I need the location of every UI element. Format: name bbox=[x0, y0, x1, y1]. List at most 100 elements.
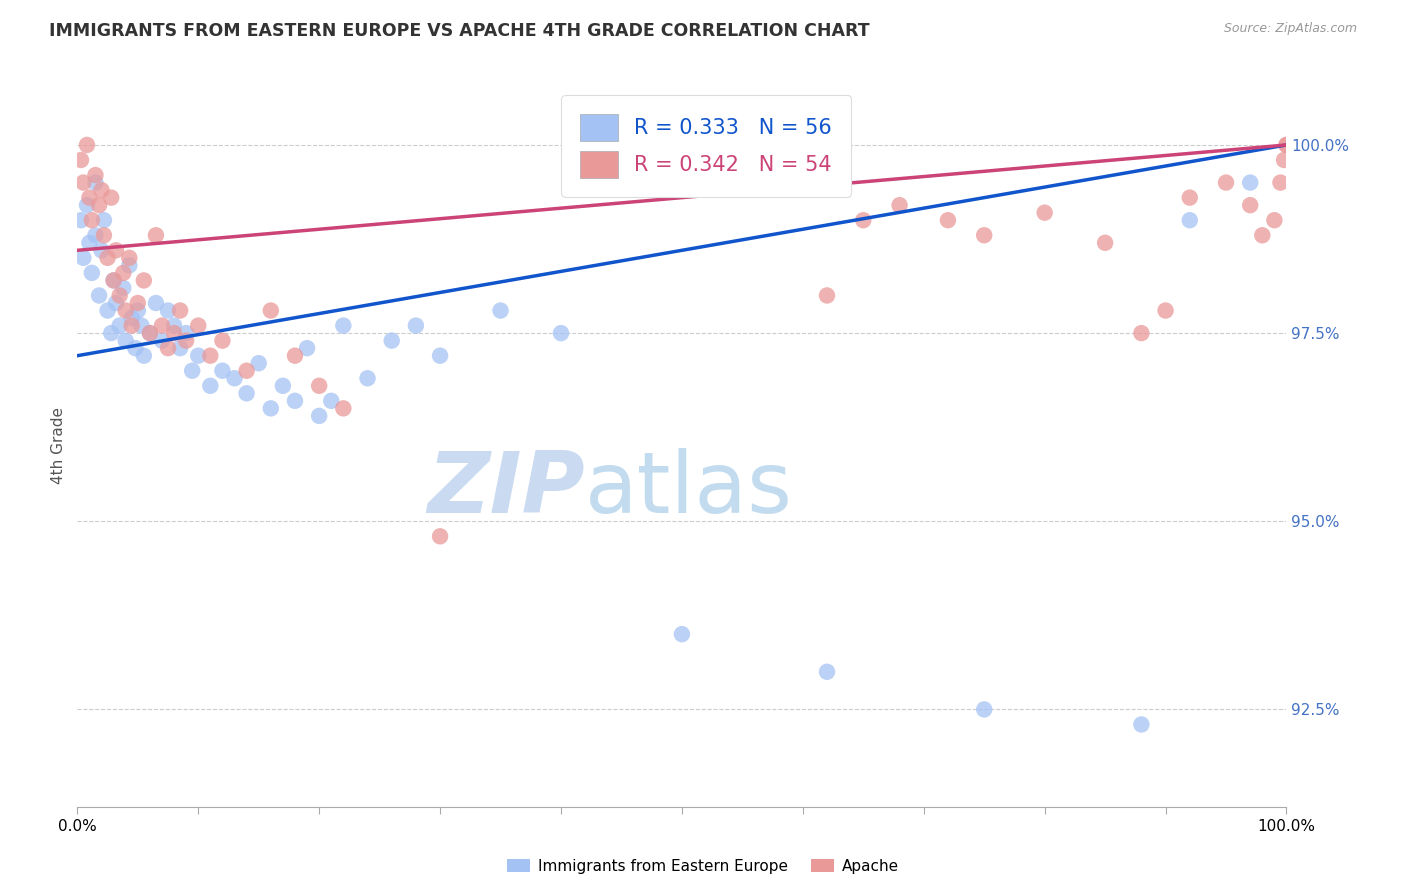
Point bbox=[145, 296, 167, 310]
Point bbox=[121, 318, 143, 333]
Point bbox=[1270, 176, 1292, 190]
Point bbox=[100, 326, 122, 340]
Point bbox=[260, 303, 283, 318]
Point bbox=[1239, 176, 1261, 190]
Point bbox=[405, 318, 427, 333]
Point bbox=[332, 318, 354, 333]
Point bbox=[90, 244, 112, 258]
Point bbox=[124, 341, 146, 355]
Point bbox=[1094, 235, 1116, 250]
Point bbox=[815, 665, 838, 679]
Point bbox=[76, 198, 98, 212]
Point bbox=[163, 326, 186, 340]
Point bbox=[815, 288, 838, 302]
Point bbox=[973, 702, 995, 716]
Point bbox=[139, 326, 162, 340]
Point bbox=[308, 409, 330, 423]
Point bbox=[114, 334, 136, 348]
Point bbox=[84, 228, 107, 243]
Point bbox=[80, 266, 103, 280]
Point bbox=[889, 198, 911, 212]
Point bbox=[127, 296, 149, 310]
Point bbox=[76, 137, 98, 152]
Point bbox=[1178, 191, 1201, 205]
Point bbox=[145, 228, 167, 243]
Point bbox=[271, 378, 294, 392]
Point bbox=[211, 334, 233, 348]
Legend: R = 0.333   N = 56, R = 0.342   N = 54: R = 0.333 N = 56, R = 0.342 N = 54 bbox=[561, 95, 851, 196]
Point bbox=[1178, 213, 1201, 227]
Point bbox=[671, 627, 693, 641]
Text: Source: ZipAtlas.com: Source: ZipAtlas.com bbox=[1223, 22, 1357, 36]
Point bbox=[118, 258, 141, 272]
Point bbox=[224, 371, 246, 385]
Point bbox=[112, 281, 135, 295]
Point bbox=[121, 311, 143, 326]
Point bbox=[84, 168, 107, 182]
Point bbox=[1130, 326, 1153, 340]
Point bbox=[1215, 176, 1237, 190]
Point bbox=[211, 364, 233, 378]
Point bbox=[70, 213, 93, 227]
Point bbox=[321, 393, 343, 408]
Point bbox=[1263, 213, 1285, 227]
Point bbox=[187, 318, 209, 333]
Point bbox=[108, 288, 131, 302]
Point bbox=[187, 349, 209, 363]
Point bbox=[80, 213, 103, 227]
Point bbox=[72, 176, 94, 190]
Point bbox=[200, 349, 222, 363]
Point bbox=[70, 153, 93, 167]
Point bbox=[150, 318, 173, 333]
Point bbox=[308, 378, 330, 392]
Point bbox=[169, 341, 191, 355]
Point bbox=[150, 334, 173, 348]
Point bbox=[79, 191, 101, 205]
Point bbox=[284, 393, 307, 408]
Point bbox=[93, 213, 115, 227]
Point bbox=[139, 326, 162, 340]
Point bbox=[87, 198, 110, 212]
Point bbox=[103, 273, 125, 287]
Point bbox=[200, 378, 222, 392]
Point bbox=[1130, 717, 1153, 731]
Point bbox=[112, 266, 135, 280]
Point bbox=[1275, 137, 1298, 152]
Point bbox=[108, 318, 131, 333]
Text: IMMIGRANTS FROM EASTERN EUROPE VS APACHE 4TH GRADE CORRELATION CHART: IMMIGRANTS FROM EASTERN EUROPE VS APACHE… bbox=[49, 22, 870, 40]
Point bbox=[235, 386, 257, 401]
Point bbox=[90, 183, 112, 197]
Point bbox=[96, 251, 118, 265]
Point bbox=[247, 356, 270, 370]
Point bbox=[174, 334, 197, 348]
Point bbox=[96, 303, 118, 318]
Text: atlas: atlas bbox=[585, 448, 793, 531]
Point bbox=[72, 251, 94, 265]
Point bbox=[93, 228, 115, 243]
Point bbox=[132, 349, 155, 363]
Point bbox=[105, 244, 128, 258]
Point bbox=[1272, 153, 1295, 167]
Point bbox=[1033, 205, 1056, 219]
Point bbox=[157, 303, 180, 318]
Point bbox=[295, 341, 318, 355]
Point bbox=[1154, 303, 1177, 318]
Y-axis label: 4th Grade: 4th Grade bbox=[51, 408, 66, 484]
Point bbox=[1251, 228, 1274, 243]
Point bbox=[429, 529, 451, 543]
Point bbox=[356, 371, 378, 385]
Point bbox=[936, 213, 959, 227]
Point bbox=[332, 401, 354, 416]
Point bbox=[1239, 198, 1261, 212]
Point bbox=[79, 235, 101, 250]
Point bbox=[127, 303, 149, 318]
Point bbox=[973, 228, 995, 243]
Point bbox=[105, 296, 128, 310]
Point bbox=[550, 326, 572, 340]
Point bbox=[131, 318, 153, 333]
Point bbox=[852, 213, 875, 227]
Point bbox=[157, 341, 180, 355]
Point bbox=[100, 191, 122, 205]
Point bbox=[489, 303, 512, 318]
Point bbox=[181, 364, 204, 378]
